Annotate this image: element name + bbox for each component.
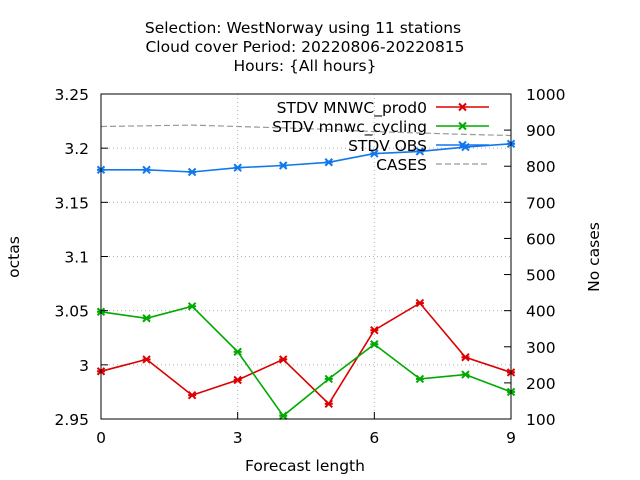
- cases-series-layer: [100, 124, 512, 137]
- data-point-stdv-obs: [415, 147, 425, 156]
- legend-marker-stdv-mnwc-cycling: [458, 121, 467, 131]
- data-point-stdv-obs: [187, 167, 197, 177]
- series-layer: [96, 139, 516, 420]
- data-point-stdv-mnwc-cycling: [324, 374, 333, 384]
- legend-label-cases: CASES: [376, 156, 427, 174]
- x-tick-label: 9: [506, 429, 516, 447]
- y2-tick-label: 1000: [526, 86, 565, 104]
- y2-tick-label: 900: [526, 122, 556, 140]
- y2-tick-label: 100: [526, 411, 556, 429]
- x-axis-label: Forecast length: [245, 457, 365, 475]
- series-line-stdv-obs: [101, 143, 512, 173]
- y2-tick-label: 600: [526, 230, 556, 248]
- y2-tick-label: 300: [526, 339, 556, 357]
- data-point-stdv-mnwc-prod0: [370, 325, 379, 335]
- legend-label-stdv-mnwc-cycling: STDV mnwc_cycling: [272, 118, 427, 137]
- legend-marker-stdv-mnwc-prod0: [458, 102, 467, 112]
- data-point-stdv-mnwc-cycling: [142, 314, 151, 323]
- title-line-2: Cloud cover Period: 20220806-20220815: [145, 38, 464, 56]
- y-axis-label: octas: [5, 236, 23, 278]
- data-point-stdv-mnwc-prod0: [324, 399, 333, 409]
- y-tick-label: 3.1: [64, 249, 89, 267]
- data-point-stdv-mnwc-cycling: [279, 411, 288, 420]
- y2-tick-label: 400: [526, 303, 556, 321]
- series-line-stdv-mnwc-cycling: [100, 305, 512, 417]
- data-point-stdv-mnwc-prod0: [187, 390, 197, 400]
- y-tick-label: 3.15: [54, 194, 89, 212]
- y2-tick-label: 500: [526, 267, 556, 285]
- data-point-stdv-obs: [324, 158, 333, 167]
- axis-ticks: 2.95 3 3.05 3.1 3.15 3.2 3.25 0 3 6 9 100 200 300 400 5…: [54, 86, 565, 447]
- legend-marker-stdv-obs: [458, 140, 467, 150]
- title-line-1: Selection: WestNorway using 11 stations: [145, 19, 461, 37]
- data-point-stdv-mnwc-cycling: [233, 347, 242, 357]
- y2-tick-label: 200: [526, 375, 556, 393]
- data-point-stdv-mnwc-prod0: [233, 375, 242, 385]
- data-point-stdv-obs: [370, 149, 379, 158]
- data-point-stdv-mnwc-prod0: [279, 355, 288, 364]
- legend-label-stdv-obs: STDV OBS: [348, 137, 427, 155]
- data-point-stdv-mnwc-cycling: [370, 340, 379, 349]
- x-tick-label: 0: [96, 429, 106, 447]
- data-point-stdv-obs: [142, 165, 151, 175]
- y2-tick-label: 700: [526, 194, 556, 212]
- y-tick-label: 3.2: [64, 140, 89, 158]
- data-point-stdv-obs: [279, 161, 288, 170]
- data-point-stdv-mnwc-prod0: [415, 298, 425, 308]
- y2-tick-label: 800: [526, 158, 556, 176]
- data-point-stdv-mnwc-cycling: [187, 302, 197, 311]
- y-tick-label: 3: [79, 357, 89, 375]
- data-point-stdv-mnwc-prod0: [461, 353, 470, 362]
- data-point-stdv-mnwc-cycling: [461, 370, 470, 379]
- grid-lines: [101, 94, 511, 419]
- title-line-3: Hours: {All hours}: [233, 57, 376, 75]
- series-line-stdv-mnwc-prod0: [100, 302, 512, 406]
- x-tick-label: 6: [369, 429, 379, 447]
- data-point-stdv-mnwc-prod0: [142, 355, 151, 364]
- x-tick-label: 3: [233, 429, 243, 447]
- chart-title: Selection: WestNorway using 11 stations …: [145, 19, 465, 75]
- y-tick-label: 3.05: [54, 303, 89, 321]
- data-point-stdv-obs: [233, 163, 242, 172]
- y2-axis-label: No cases: [585, 222, 603, 292]
- y-tick-label: 3.25: [54, 86, 89, 104]
- data-point-stdv-mnwc-cycling: [415, 374, 425, 384]
- series-line-cases: [100, 124, 512, 137]
- y-tick-label: 2.95: [54, 411, 89, 429]
- legend-label-stdv-mnwc-prod0: STDV MNWC_prod0: [277, 99, 427, 118]
